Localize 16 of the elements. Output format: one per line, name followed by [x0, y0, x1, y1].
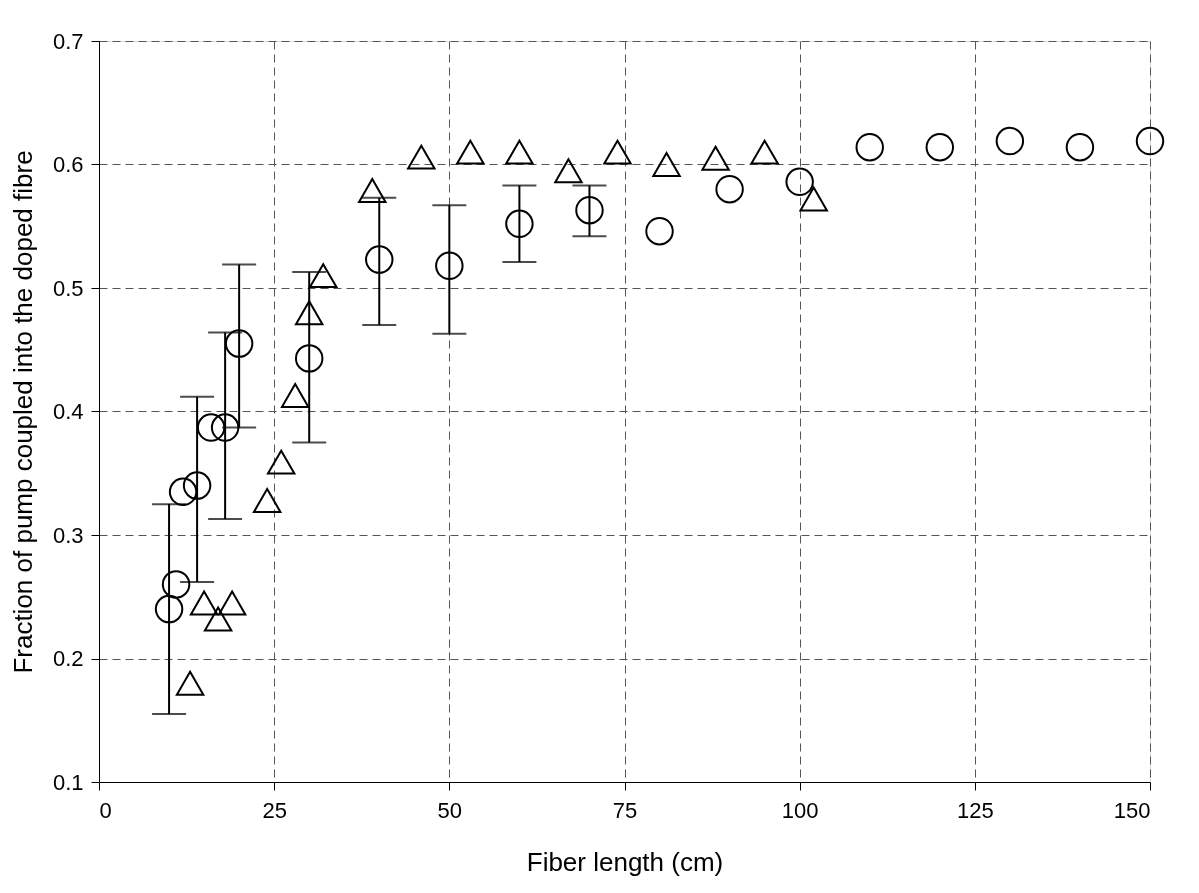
x-tick-label: 0: [99, 797, 112, 823]
y-axis-title: Fraction of pump coupled into the doped fibre: [7, 150, 38, 674]
x-tick-label: 100: [781, 797, 819, 823]
y-tick-label: 0.3: [52, 522, 84, 548]
y-tick-label: 0.7: [52, 28, 84, 54]
y-tick-label: 0.5: [52, 275, 84, 301]
x-tick-label: 125: [956, 797, 994, 823]
y-tick-label: 0.4: [52, 399, 84, 424]
x-tick-label: 150: [1113, 797, 1151, 823]
y-tick-label: 0.2: [52, 646, 84, 671]
y-tick-label: 0.1: [52, 769, 84, 795]
y-tick-label: 0.6: [52, 152, 84, 177]
x-tick-label: 75: [612, 797, 638, 823]
x-axis-title: Fiber length (cm): [526, 846, 724, 877]
x-tick-label: 50: [437, 797, 463, 823]
x-tick-label: 25: [262, 797, 287, 823]
